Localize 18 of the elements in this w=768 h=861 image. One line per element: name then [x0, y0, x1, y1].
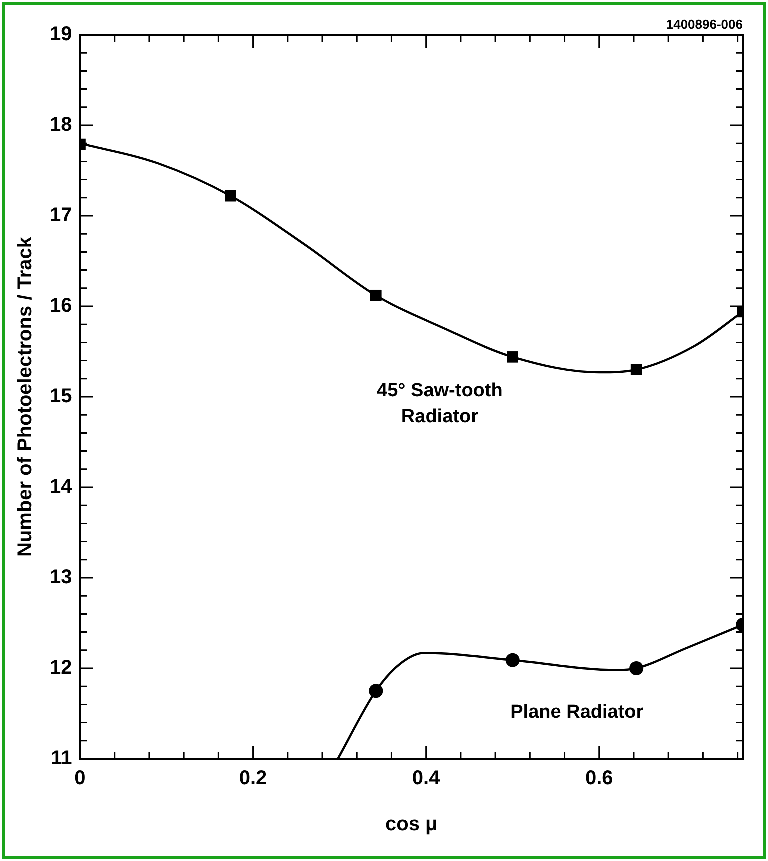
y-tick-label: 17 [50, 204, 72, 227]
x-tick-label: 0.4 [412, 768, 442, 790]
y-tick-label: 14 [50, 476, 74, 498]
y-tick-label: 18 [50, 114, 72, 136]
x-tick-label: 0.2 [239, 768, 268, 790]
text: 1400896-006 [666, 17, 743, 32]
series-label: 45° Saw-tooth Radiator [377, 380, 503, 428]
series-label: Plane Radiator [510, 702, 644, 723]
y-tick-label: 12 [50, 657, 72, 680]
y-tick-label: 15 [50, 386, 72, 408]
y-tick-label: 19 [50, 24, 72, 46]
y-tick-label: 13 [50, 566, 72, 589]
x-tick-label: 0 [74, 768, 86, 790]
y-axis-title: Number of Photoelectrons / Track [14, 236, 37, 558]
y-tick-label: 16 [50, 295, 72, 318]
x-axis-title: cos μ [385, 814, 438, 836]
y-tick-label: 11 [51, 748, 72, 770]
x-tick-label: 0.6 [585, 768, 614, 790]
